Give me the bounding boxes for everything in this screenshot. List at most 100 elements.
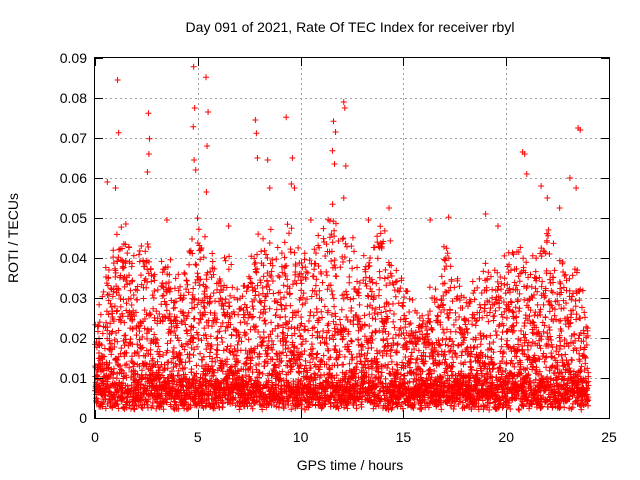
data-point	[186, 261, 193, 268]
data-point	[319, 314, 326, 321]
data-point	[171, 304, 178, 311]
data-point	[223, 346, 230, 353]
data-point	[537, 306, 544, 313]
data-point	[173, 314, 180, 321]
data-point	[530, 319, 537, 326]
data-point	[173, 402, 180, 409]
data-point	[227, 315, 234, 322]
data-point	[123, 361, 130, 368]
data-point	[117, 303, 124, 310]
data-point	[177, 283, 184, 290]
data-point	[546, 250, 553, 257]
data-point	[149, 292, 156, 299]
data-point	[183, 277, 190, 284]
data-point	[509, 249, 516, 256]
data-point	[483, 334, 490, 341]
data-point	[209, 258, 216, 265]
data-point	[172, 317, 179, 324]
data-point	[311, 246, 318, 253]
data-point	[201, 325, 208, 332]
data-point	[163, 280, 170, 287]
data-point	[154, 337, 161, 344]
data-point	[173, 298, 180, 305]
data-point	[106, 291, 113, 298]
data-point	[124, 250, 131, 257]
data-point	[134, 296, 141, 303]
data-point	[100, 288, 107, 295]
data-point	[163, 288, 170, 295]
data-point	[174, 354, 181, 361]
data-point	[349, 234, 356, 241]
data-point	[287, 302, 294, 309]
data-point	[392, 293, 399, 300]
data-point	[180, 309, 187, 316]
data-point	[217, 323, 224, 330]
data-point	[354, 264, 361, 271]
data-point	[189, 291, 196, 298]
data-point	[197, 315, 204, 322]
data-point	[373, 280, 380, 287]
data-point	[441, 329, 448, 336]
data-point	[126, 244, 133, 251]
data-point	[281, 239, 288, 246]
data-point	[470, 289, 477, 296]
data-point	[167, 328, 174, 335]
data-point	[320, 225, 327, 232]
data-point	[194, 215, 201, 222]
data-point	[153, 308, 160, 315]
data-point	[121, 342, 128, 349]
data-point	[175, 287, 182, 294]
data-point	[95, 322, 102, 329]
data-point	[406, 295, 413, 302]
data-point	[128, 301, 135, 308]
data-point	[320, 235, 327, 242]
data-point	[392, 331, 399, 338]
data-point	[210, 372, 217, 379]
data-point	[504, 328, 511, 335]
data-point	[351, 248, 358, 255]
data-point	[389, 335, 396, 342]
data-point	[274, 244, 281, 251]
data-point	[126, 272, 133, 279]
data-point	[245, 336, 252, 343]
data-point	[216, 328, 223, 335]
data-point	[118, 224, 125, 231]
data-point	[216, 404, 223, 411]
data-point	[548, 287, 555, 294]
data-point	[201, 288, 208, 295]
data-point	[382, 266, 389, 273]
data-point	[159, 317, 166, 324]
data-point	[253, 269, 260, 276]
data-point	[163, 307, 170, 314]
data-point	[181, 364, 188, 371]
data-point	[131, 406, 138, 413]
data-point	[117, 272, 124, 279]
data-point	[319, 279, 326, 286]
data-point	[197, 316, 204, 323]
data-point	[201, 233, 208, 240]
data-point	[130, 292, 137, 299]
data-point	[144, 335, 151, 342]
data-point	[181, 269, 188, 276]
data-point	[195, 320, 202, 327]
data-point	[102, 264, 109, 271]
data-point	[301, 256, 308, 263]
data-point	[128, 260, 135, 267]
data-point	[118, 345, 125, 352]
data-point	[228, 261, 235, 268]
data-point	[379, 329, 386, 336]
data-point	[190, 352, 197, 359]
data-point	[109, 293, 116, 300]
data-point	[250, 305, 257, 312]
data-point	[473, 318, 480, 325]
data-point	[204, 269, 211, 276]
data-point	[496, 364, 503, 371]
data-point	[278, 250, 285, 257]
data-point	[167, 256, 174, 263]
data-point	[368, 344, 375, 351]
data-point	[222, 300, 229, 307]
data-point	[151, 271, 158, 278]
data-point	[123, 374, 130, 381]
data-point	[333, 273, 340, 280]
data-point	[214, 328, 221, 335]
